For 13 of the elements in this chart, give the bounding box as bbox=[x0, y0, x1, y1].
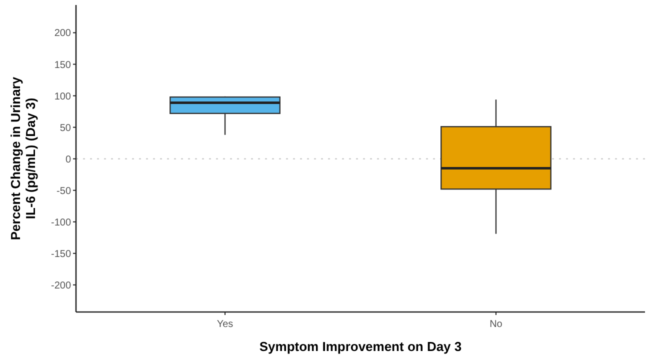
y-tick-label: 50 bbox=[60, 122, 72, 134]
y-tick-label: -150 bbox=[50, 248, 72, 260]
y-tick-label: 200 bbox=[54, 28, 72, 40]
y-tick-label: -50 bbox=[56, 186, 72, 197]
y-tick-label: 0 bbox=[65, 154, 72, 166]
y-tick-label: -100 bbox=[50, 217, 72, 228]
x-tick-label: Yes bbox=[216, 319, 234, 330]
y-axis-title: Percent Change in Urinary IL-6 (pg/mL) (Day 3) bbox=[8, 76, 38, 240]
x-tick-label: No bbox=[490, 319, 503, 330]
y-tick-label: 100 bbox=[54, 91, 72, 102]
x-axis-title: Symptom Improvement on Day 3 bbox=[259, 339, 462, 354]
y-tick-label: 150 bbox=[54, 60, 72, 71]
y-tick-label: -200 bbox=[50, 280, 72, 292]
